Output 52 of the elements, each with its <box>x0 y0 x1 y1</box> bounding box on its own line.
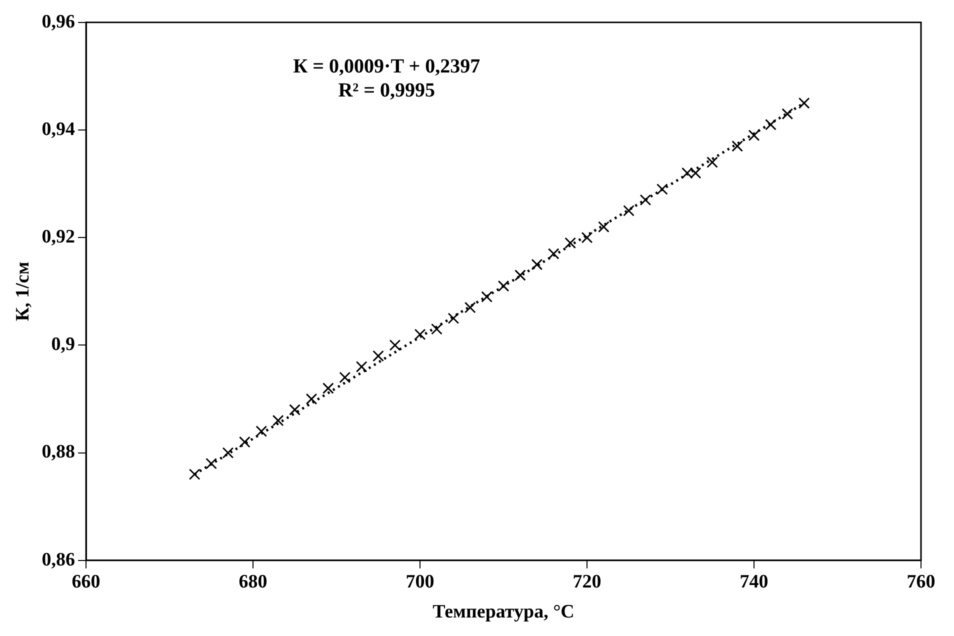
point <box>732 140 744 152</box>
point <box>464 302 476 314</box>
point <box>682 167 693 179</box>
x-tick-label: 680 <box>238 572 268 593</box>
annotation: R² = 0,9995 <box>338 79 436 102</box>
point <box>222 447 234 458</box>
point <box>690 167 702 179</box>
y-tick-label: 0,9 <box>51 334 76 356</box>
annotation: К = 0,0009·T + 0,2397 <box>293 55 480 78</box>
x-tick-label: 740 <box>740 572 768 593</box>
y-tick-label: 0,92 <box>42 226 76 248</box>
y-axis-title: К, 1/см <box>12 262 34 322</box>
point <box>339 372 351 384</box>
point <box>656 183 668 195</box>
point <box>238 436 250 448</box>
x-tick-label: 700 <box>406 572 434 593</box>
point <box>206 458 217 470</box>
point <box>531 258 543 270</box>
point <box>188 468 200 480</box>
point <box>498 280 510 292</box>
point <box>782 108 794 120</box>
point <box>431 323 442 335</box>
point <box>748 130 760 142</box>
y-tick-label: 0,86 <box>42 549 76 570</box>
point <box>289 404 300 416</box>
x-tick-label: 720 <box>572 572 602 593</box>
x-tick-label: 660 <box>72 572 100 593</box>
point <box>640 194 652 206</box>
point <box>322 382 334 394</box>
point <box>564 237 576 249</box>
point <box>272 414 284 426</box>
point <box>548 248 560 260</box>
point <box>481 291 493 302</box>
point <box>356 361 368 372</box>
point <box>623 205 634 216</box>
y-tick-label: 0,94 <box>42 118 76 140</box>
point <box>448 312 460 324</box>
point <box>798 97 810 109</box>
point <box>598 221 610 233</box>
point <box>306 393 318 405</box>
point <box>372 350 384 362</box>
point <box>581 232 593 244</box>
point <box>389 340 401 351</box>
point <box>256 426 268 437</box>
y-tick-label: 0,88 <box>42 442 76 463</box>
x-tick-label: 760 <box>906 572 936 593</box>
point <box>765 118 776 130</box>
x-axis-title: Температура, °C <box>432 602 574 623</box>
point <box>706 156 718 168</box>
y-tick-label: 0,96 <box>42 11 76 32</box>
point <box>414 328 426 340</box>
point <box>514 270 526 281</box>
